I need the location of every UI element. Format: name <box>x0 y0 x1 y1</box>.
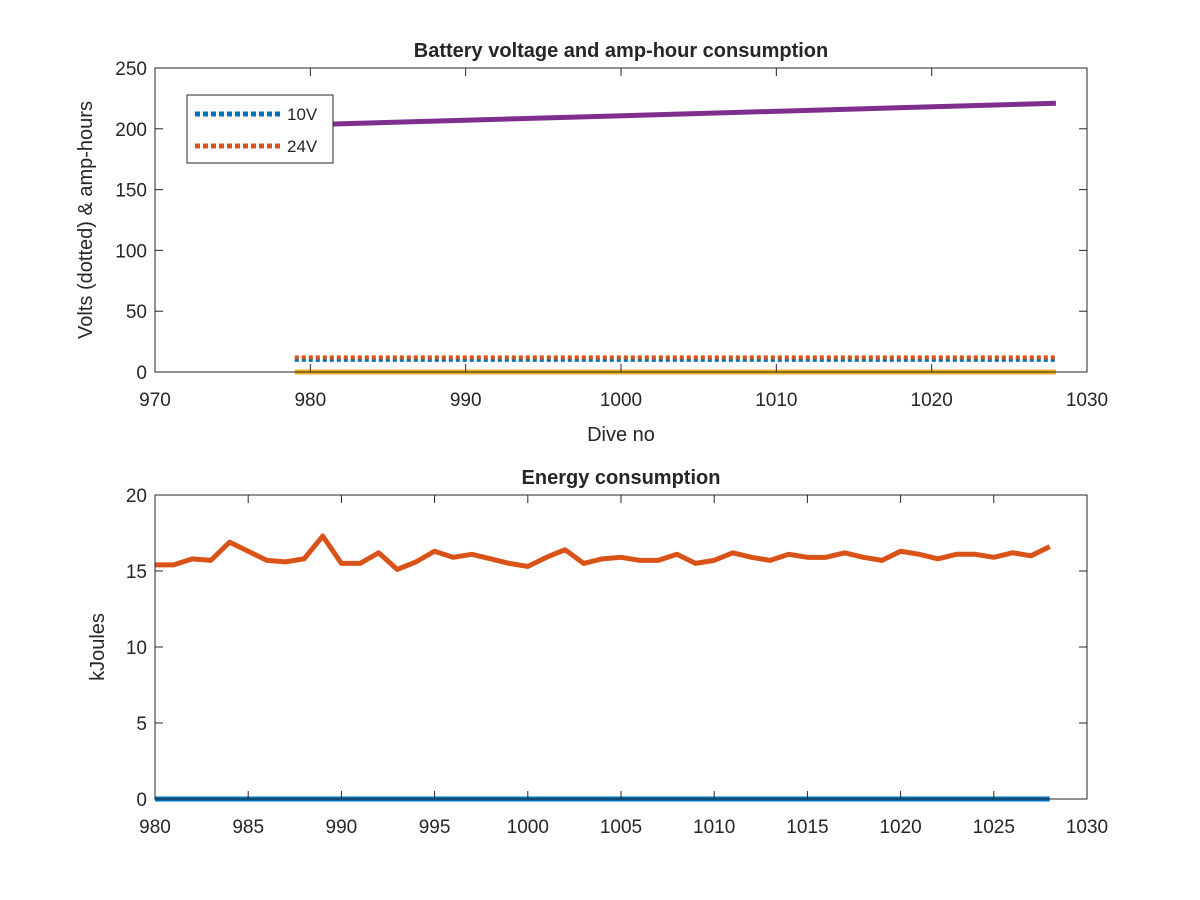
energy-plot-y-axis-label: kJoules <box>87 613 109 681</box>
energy-plot-x-tick-label: 1010 <box>693 817 735 838</box>
voltage-plot: 970 980 990 1000 1010 1020 1030 0 50 100 150 200 250… <box>75 40 1108 446</box>
voltage-plot-x-tick-label: 1010 <box>755 390 797 411</box>
voltage-plot-series-line-3 <box>294 100 1057 128</box>
energy-plot-x-tick-label: 1000 <box>507 817 549 838</box>
voltage-plot-ticks: 970 980 990 1000 1010 1020 1030 0 50 100 150 200 250 <box>115 59 1108 411</box>
energy-plot-x-tick-label: 995 <box>419 817 451 838</box>
energy-plot: 980 985 990 995 1000 1005 1010 1015 1020 1025 1030… <box>87 467 1108 838</box>
legend-label-24v: 24V <box>287 137 318 156</box>
energy-plot-y-tick-label: 10 <box>126 638 147 659</box>
voltage-plot-x-tick-label: 970 <box>139 390 171 411</box>
energy-plot-x-tick-label: 990 <box>326 817 358 838</box>
voltage-plot-y-tick-label: 0 <box>136 363 147 384</box>
energy-plot-series-line-0 <box>155 533 1051 572</box>
energy-plot-x-tick-label: 1015 <box>786 817 828 838</box>
voltage-plot-y-tick-label: 100 <box>115 241 147 262</box>
energy-plot-ticks: 980 985 990 995 1000 1005 1010 1015 1020 1025 1030… <box>126 486 1108 838</box>
voltage-plot-x-tick-label: 980 <box>294 390 326 411</box>
energy-plot-title: Energy consumption <box>522 467 721 489</box>
voltage-plot-x-tick-label: 990 <box>450 390 482 411</box>
voltage-plot-legend: 10V 24V <box>186 94 334 164</box>
voltage-plot-y-tick-label: 250 <box>115 59 147 80</box>
voltage-plot-x-tick-label: 1020 <box>911 390 953 411</box>
voltage-plot-x-axis-label: Dive no <box>587 424 655 446</box>
energy-plot-x-tick-label: 985 <box>232 817 264 838</box>
voltage-plot-x-tick-label: 1030 <box>1066 390 1108 411</box>
energy-plot-y-tick-label: 0 <box>136 790 147 811</box>
voltage-plot-title: Battery voltage and amp-hour consumption <box>414 40 828 62</box>
voltage-plot-y-axis-label: Volts (dotted) & amp-hours <box>75 101 97 339</box>
energy-plot-y-tick-label: 15 <box>126 562 147 583</box>
energy-plot-x-tick-label: 1030 <box>1066 817 1108 838</box>
voltage-plot-y-tick-label: 150 <box>115 181 147 202</box>
energy-plot-y-tick-label: 20 <box>126 486 147 507</box>
voltage-plot-x-tick-label: 1000 <box>600 390 642 411</box>
energy-plot-x-tick-label: 1025 <box>973 817 1015 838</box>
legend-label-10v: 10V <box>287 105 318 124</box>
energy-plot-x-tick-label: 980 <box>139 817 171 838</box>
energy-plot-x-tick-label: 1020 <box>879 817 921 838</box>
energy-plot-y-tick-label: 5 <box>136 714 147 735</box>
voltage-plot-y-tick-label: 50 <box>126 302 147 323</box>
voltage-plot-y-tick-label: 200 <box>115 120 147 141</box>
legend-box <box>186 94 334 164</box>
energy-plot-x-tick-label: 1005 <box>600 817 642 838</box>
